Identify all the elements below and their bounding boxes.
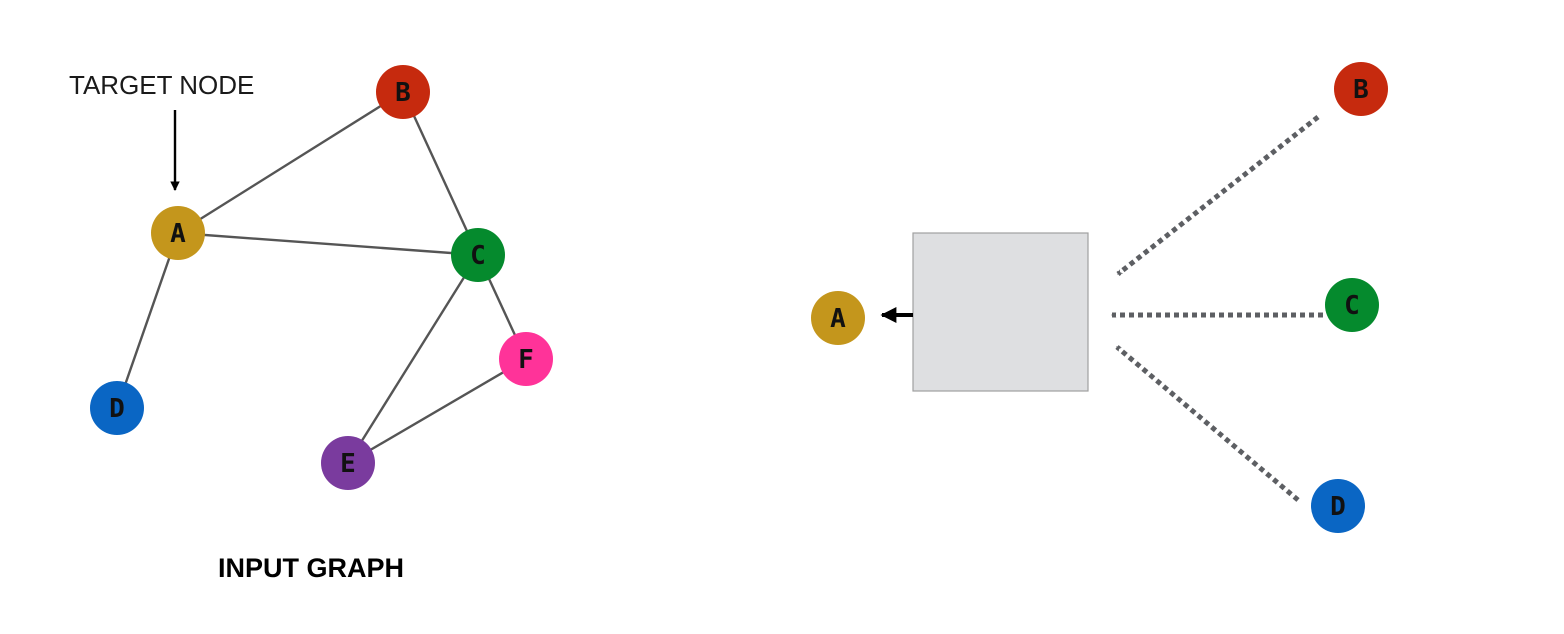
node-f-circle bbox=[499, 332, 553, 386]
node-b-label: B bbox=[395, 78, 411, 108]
node-f-label: F bbox=[518, 345, 534, 375]
aggregation-node-a-circle bbox=[811, 291, 865, 345]
node-c[interactable]: C bbox=[451, 228, 505, 282]
node-b[interactable]: B bbox=[376, 65, 430, 119]
input-graph-caption: INPUT GRAPH bbox=[218, 553, 404, 583]
message-arrow-d bbox=[1115, 345, 1300, 502]
aggregation-node-d-label: D bbox=[1330, 492, 1346, 522]
node-b-circle bbox=[376, 65, 430, 119]
aggregation-neighbor-node-b[interactable]: B bbox=[1334, 62, 1388, 116]
edge-a-d bbox=[115, 232, 180, 409]
edge-a-c bbox=[177, 231, 479, 257]
aggregation-node-c-label: C bbox=[1344, 291, 1360, 321]
aggregation-neighbor-node-c[interactable]: C bbox=[1325, 278, 1379, 332]
aggregation-node-b-circle bbox=[1334, 62, 1388, 116]
edge-e-f bbox=[347, 357, 527, 465]
aggregation-node-c-circle bbox=[1325, 278, 1379, 332]
message-arrow-b bbox=[1116, 115, 1320, 276]
aggregation-node-b-label: B bbox=[1353, 75, 1369, 105]
aggregator-box bbox=[912, 232, 1089, 392]
node-e-label: E bbox=[340, 449, 356, 479]
edge-a-b bbox=[177, 90, 404, 235]
node-e[interactable]: E bbox=[321, 436, 375, 490]
aggregation-node-d-circle bbox=[1311, 479, 1365, 533]
aggregation-node-a-label: A bbox=[830, 304, 846, 334]
edge-b-c bbox=[401, 91, 480, 256]
target-node-annotation: TARGET NODE bbox=[69, 70, 254, 100]
node-a-circle bbox=[151, 206, 205, 260]
node-a[interactable]: A bbox=[151, 206, 205, 260]
node-a-label: A bbox=[170, 219, 186, 249]
node-f[interactable]: F bbox=[499, 332, 553, 386]
node-d-circle bbox=[90, 381, 144, 435]
node-e-circle bbox=[321, 436, 375, 490]
node-d[interactable]: D bbox=[90, 381, 144, 435]
edge-c-e bbox=[346, 254, 480, 464]
input-graph: A B C D E F TARGET NODE INPUT GRAPH bbox=[69, 65, 553, 583]
aggregation-target-node-a[interactable]: A bbox=[811, 291, 865, 345]
node-d-label: D bbox=[109, 394, 125, 424]
node-c-circle bbox=[451, 228, 505, 282]
aggregation-diagram: A B C D bbox=[811, 62, 1388, 533]
node-c-label: C bbox=[470, 241, 486, 271]
aggregation-neighbor-node-d[interactable]: D bbox=[1311, 479, 1365, 533]
